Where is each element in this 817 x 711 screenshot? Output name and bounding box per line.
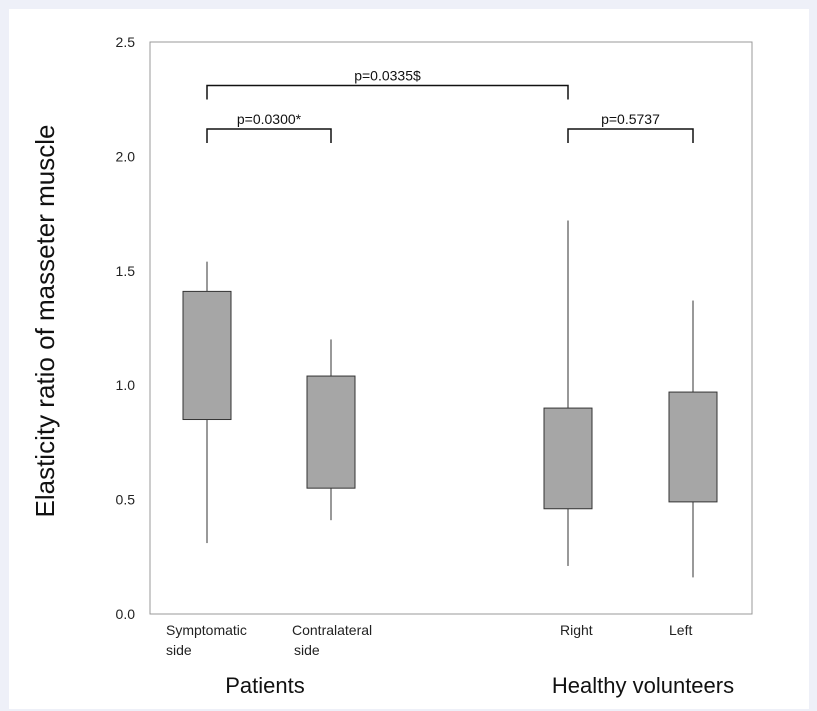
box-body (543, 407, 593, 510)
box-1 (306, 339, 356, 521)
y-axis-label: Elasticity ratio of masseter muscle (30, 124, 60, 517)
category-label: Left (669, 622, 692, 638)
box-2 (543, 220, 593, 566)
category-label: Contralateral (292, 622, 372, 638)
y-tick-label: 0.5 (116, 492, 136, 508)
comparison-bracket: p=0.0300* (206, 111, 332, 143)
bracket-line (206, 128, 332, 143)
box-body (182, 290, 232, 421)
box-3 (668, 300, 718, 578)
y-tick-label: 2.5 (116, 34, 136, 50)
chart-panel: 0.0 0.5 1.0 1.5 2.0 2.5 p=0.0335$ p=0.0300* p=0… (9, 9, 809, 709)
box-body (306, 375, 356, 489)
plot-frame (149, 41, 753, 615)
y-tick-label: 0.0 (116, 606, 136, 622)
group-label: Healthy volunteers (552, 673, 734, 698)
p-value-label: p=0.0300* (237, 111, 302, 127)
comparison-bracket: p=0.0335$ (206, 67, 569, 100)
box-0 (182, 261, 232, 544)
y-tick-label: 1.5 (116, 263, 136, 279)
box-body (668, 391, 718, 503)
comparison-bracket: p=0.5737 (567, 111, 694, 143)
box-plot: 0.0 0.5 1.0 1.5 2.0 2.5 p=0.0335$ p=0.0300* p=0… (30, 34, 753, 698)
category-label: side (166, 642, 192, 658)
group-label: Patients (225, 673, 305, 698)
y-tick-label: 1.0 (116, 377, 136, 393)
y-tick-label: 2.0 (116, 148, 136, 164)
bracket-line (567, 128, 694, 143)
category-label: Symptomatic (166, 622, 247, 638)
p-value-label: p=0.5737 (601, 111, 660, 127)
p-value-label: p=0.0335$ (354, 67, 421, 83)
category-label: Right (560, 622, 593, 638)
bracket-line (206, 84, 569, 100)
category-label: side (294, 642, 320, 658)
